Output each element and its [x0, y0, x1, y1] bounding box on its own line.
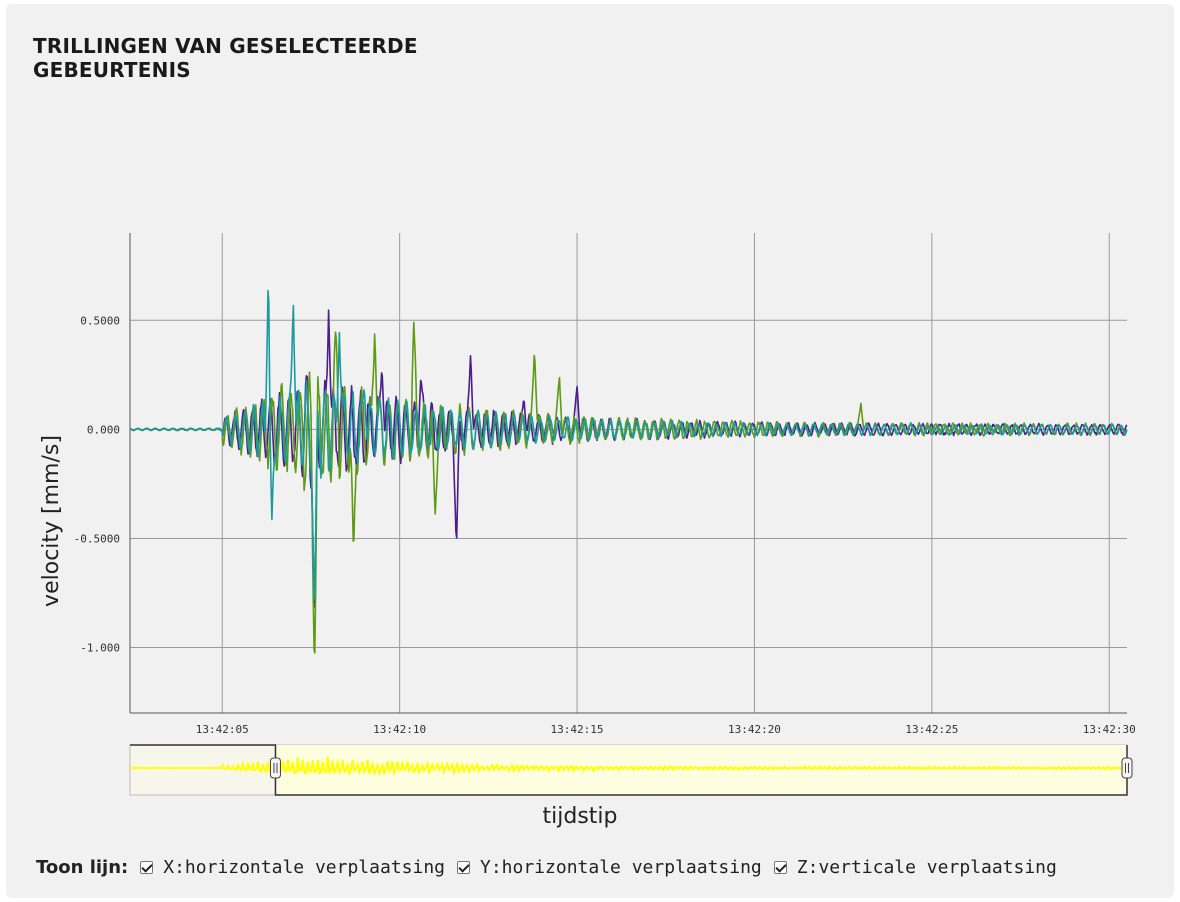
x-tick-label: 13:42:20 [728, 723, 781, 736]
y-tick-label: 0.5000 [80, 314, 120, 327]
chart-title-line2: GEBEURTENIS [33, 58, 191, 82]
series-lines [129, 289, 1128, 654]
x-tick-label: 13:42:05 [196, 723, 249, 736]
toggle-series-y[interactable]: Y:horizontale verplaatsing [457, 857, 762, 878]
navigator-handle-left[interactable] [269, 757, 281, 779]
series-x-label: X:horizontale verplaatsing [163, 856, 445, 878]
legend-bar: Toon lijn: X:horizontale verplaatsing Y:… [36, 854, 1069, 880]
range-navigator[interactable] [129, 744, 1133, 796]
handle-body [1121, 757, 1133, 779]
grid [130, 233, 1127, 713]
toggle-series-x[interactable]: X:horizontale verplaatsing [140, 857, 445, 878]
series-y-label: Y:horizontale verplaatsing [480, 856, 762, 878]
y-tick-label: -0.5000 [74, 532, 120, 545]
checkbox-series-y[interactable] [457, 860, 470, 874]
series-line-2 [129, 321, 1128, 654]
chart-title-line1: TRILLINGEN VAN GESELECTEERDE [33, 34, 418, 58]
toggle-series-z[interactable]: Z:verticale verplaatsing [773, 856, 1057, 878]
x-axis-label: tijdstip [543, 804, 618, 829]
handle-body [269, 757, 281, 779]
checkbox-series-z[interactable] [773, 860, 787, 874]
navigator-selection [275, 745, 1128, 795]
x-tick-label: 13:42:10 [373, 723, 426, 736]
navigator-handle-right[interactable] [1121, 757, 1133, 779]
y-axis-label: velocity [mm/s] [39, 435, 64, 607]
navigator-waveform [129, 756, 1128, 778]
series-line-1 [129, 309, 1128, 608]
legend-label: Toon lijn: [36, 856, 129, 878]
series-line-3 [129, 289, 1128, 600]
axes: 0.5000 0.000 -0.5000 -1.000 13:42:05 13:42:10… [74, 233, 1136, 736]
y-tick-label: -1.000 [80, 642, 120, 655]
series-z-label: Z:verticale verplaatsing [796, 856, 1057, 878]
checkbox-series-x[interactable] [140, 860, 154, 874]
x-tick-label: 13:42:25 [905, 723, 958, 736]
chart-title: TRILLINGEN VAN GESELECTEERDE GEBEURTENIS [33, 34, 418, 82]
x-tick-label: 13:42:15 [551, 723, 604, 736]
y-tick-label: 0.000 [87, 423, 120, 436]
x-tick-label: 13:42:30 [1083, 723, 1136, 736]
